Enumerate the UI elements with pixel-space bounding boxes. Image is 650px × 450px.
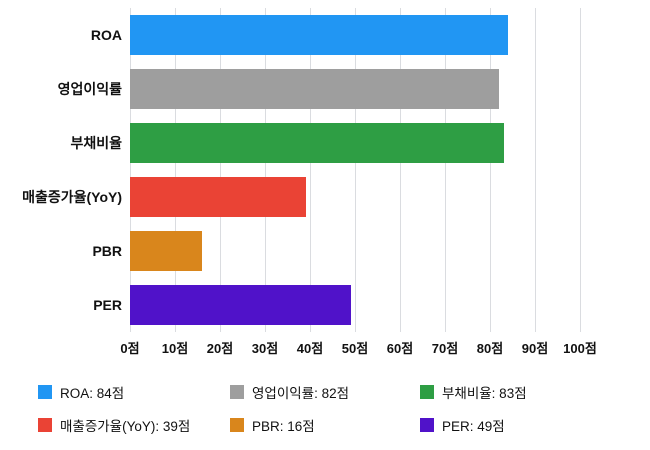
chart-row: PER <box>0 278 650 332</box>
x-tick-label: 0점 <box>120 341 140 356</box>
legend-swatch-icon <box>230 418 244 432</box>
category-label: 영업이익률 <box>57 81 122 97</box>
legend-swatch-icon <box>420 418 434 432</box>
legend-swatch-icon <box>38 418 52 432</box>
x-tick-label: 40점 <box>296 341 324 356</box>
legend-swatch-icon <box>420 385 434 399</box>
category-label: ROA <box>90 27 122 43</box>
legend-item: ROA: 84점 <box>38 382 230 402</box>
category-label: PER <box>93 297 122 313</box>
legend-swatch-icon <box>230 385 244 399</box>
bar[interactable] <box>130 69 499 109</box>
legend-item: PER: 49점 <box>420 415 650 435</box>
bar[interactable] <box>130 15 508 55</box>
legend-label: 영업이익률: 82점 <box>252 386 350 401</box>
chart-row: 매출증가율(YoY) <box>0 170 650 224</box>
bar-track <box>130 116 580 170</box>
x-tick-label: 90점 <box>521 341 549 356</box>
legend-label: 매출증가율(YoY): 39점 <box>60 419 191 434</box>
bar[interactable] <box>130 285 351 325</box>
legend-label: PBR: 16점 <box>252 419 315 434</box>
legend-label: 부채비율: 83점 <box>442 386 527 401</box>
bar[interactable] <box>130 231 202 271</box>
chart-row: 부채비율 <box>0 116 650 170</box>
legend-label: ROA: 84점 <box>60 386 125 401</box>
legend-item: 부채비율: 83점 <box>420 382 650 402</box>
legend-item: 영업이익률: 82점 <box>230 382 420 402</box>
x-tick-label: 20점 <box>206 341 234 356</box>
category-label: PBR <box>92 243 122 259</box>
x-tick-label: 30점 <box>251 341 279 356</box>
category-label: 매출증가율(YoY) <box>22 189 122 205</box>
x-tick-label: 100점 <box>563 341 597 356</box>
x-tick-label: 70점 <box>431 341 459 356</box>
x-tick-label: 60점 <box>386 341 414 356</box>
bar[interactable] <box>130 123 504 163</box>
x-axis: 0점 10점 20점 30점 40점 50점 60점 70점 80점 90점 100점 <box>120 338 596 356</box>
legend-label: PER: 49점 <box>442 419 505 434</box>
chart-row: 영업이익률 <box>0 62 650 116</box>
bar-track <box>130 278 580 332</box>
x-tick-label: 80점 <box>476 341 504 356</box>
legend-item: PBR: 16점 <box>230 415 420 435</box>
bar-track <box>130 224 580 278</box>
chart-row: ROA <box>0 8 650 62</box>
gridlines <box>130 8 581 332</box>
bar-track <box>130 170 580 224</box>
bar-track <box>130 8 580 62</box>
bar[interactable] <box>130 177 306 217</box>
legend-swatch-icon <box>38 385 52 399</box>
chart-row: PBR <box>0 224 650 278</box>
legend-item: 매출증가율(YoY): 39점 <box>38 415 230 435</box>
bar-track <box>130 62 580 116</box>
x-tick-label: 50점 <box>341 341 369 356</box>
category-label: 부채비율 <box>70 135 122 151</box>
x-tick-label: 10점 <box>161 341 189 356</box>
